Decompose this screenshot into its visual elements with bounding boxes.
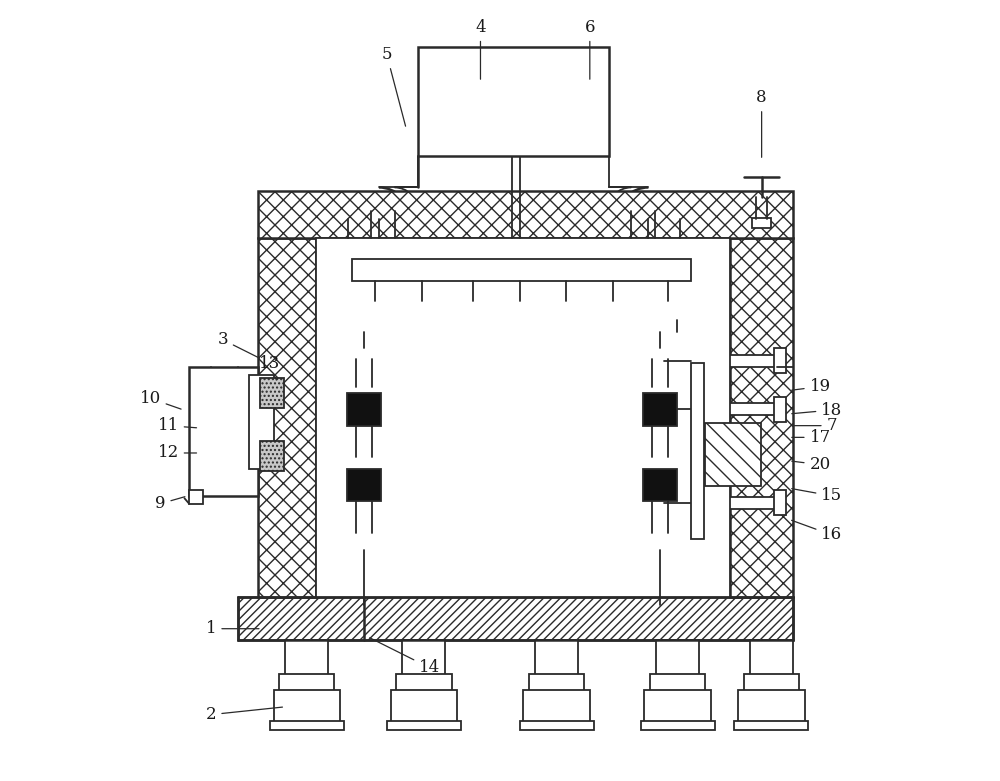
Bar [651, 323, 669, 332]
Bar [258, 191, 793, 238]
Text: 8: 8 [756, 89, 767, 157]
Bar [352, 259, 691, 281]
Bar [648, 348, 672, 359]
Text: 6: 6 [585, 19, 595, 79]
Bar [355, 323, 373, 332]
Bar [705, 423, 761, 486]
Bar [529, 674, 584, 691]
Bar [774, 490, 786, 515]
Bar [465, 320, 480, 330]
Text: 16: 16 [792, 520, 842, 544]
Bar [345, 531, 384, 539]
Bar [285, 640, 328, 676]
Bar [559, 320, 574, 330]
Bar [270, 721, 344, 730]
Text: 9: 9 [155, 495, 185, 512]
Bar [189, 367, 258, 496]
Bar [656, 497, 666, 509]
Bar [279, 674, 334, 691]
Bar [605, 320, 621, 330]
Bar [505, 301, 534, 322]
Bar [238, 597, 793, 640]
Bar [523, 690, 590, 722]
Bar [648, 538, 672, 550]
Text: 20: 20 [792, 456, 831, 473]
Bar [643, 393, 677, 426]
Bar [367, 320, 383, 330]
Bar [387, 721, 461, 730]
Bar [345, 455, 384, 462]
Text: 4: 4 [475, 19, 486, 79]
Bar [402, 640, 445, 676]
Bar [691, 403, 777, 415]
Bar [391, 690, 457, 722]
Bar [599, 301, 627, 322]
Bar [672, 332, 684, 348]
Text: 12: 12 [157, 444, 197, 462]
Bar [352, 538, 376, 550]
Bar [408, 301, 436, 322]
Bar [361, 301, 389, 322]
Text: 3: 3 [217, 331, 259, 358]
Text: 15: 15 [792, 487, 842, 505]
Bar [641, 383, 680, 393]
Text: 1: 1 [206, 620, 259, 637]
Bar [691, 363, 704, 539]
Bar [643, 469, 677, 501]
Text: 10: 10 [139, 390, 181, 409]
Bar [691, 497, 777, 509]
Bar [641, 455, 680, 462]
Bar [654, 301, 682, 322]
Bar [673, 316, 681, 322]
Bar [641, 721, 715, 730]
Bar [418, 47, 609, 156]
Bar [345, 383, 384, 393]
Bar [258, 238, 316, 597]
Bar [744, 674, 799, 691]
Bar [656, 403, 666, 415]
Text: 7: 7 [792, 417, 837, 434]
Bar [644, 690, 711, 722]
Bar [730, 238, 793, 597]
Bar [752, 218, 771, 228]
Text: 11: 11 [157, 417, 197, 434]
Bar [738, 690, 805, 722]
Bar [641, 531, 680, 539]
Bar [691, 355, 777, 367]
Text: 19: 19 [792, 378, 831, 395]
Bar [520, 721, 594, 730]
Bar [512, 320, 527, 330]
Bar [414, 320, 430, 330]
Bar [691, 350, 698, 356]
Text: 2: 2 [206, 706, 282, 723]
Bar [656, 355, 666, 367]
Bar [347, 469, 381, 501]
Text: 17: 17 [792, 429, 831, 446]
Text: 14: 14 [370, 638, 440, 676]
Bar [552, 301, 580, 322]
Bar [274, 690, 340, 722]
Bar [535, 640, 578, 676]
Bar [656, 640, 699, 676]
Bar [260, 378, 284, 408]
Bar [396, 674, 452, 691]
Bar [249, 375, 274, 469]
Bar [316, 238, 730, 597]
Bar [189, 490, 203, 504]
Bar [347, 393, 381, 426]
Bar [260, 441, 284, 471]
Bar [459, 301, 487, 322]
Text: 13: 13 [259, 355, 280, 380]
Bar [650, 674, 705, 691]
Text: 5: 5 [382, 46, 406, 127]
Text: 18: 18 [792, 401, 843, 419]
Bar [774, 397, 786, 422]
Bar [774, 348, 786, 373]
Bar [352, 348, 376, 359]
Bar [660, 320, 676, 330]
Bar [750, 640, 793, 676]
Bar [734, 721, 808, 730]
